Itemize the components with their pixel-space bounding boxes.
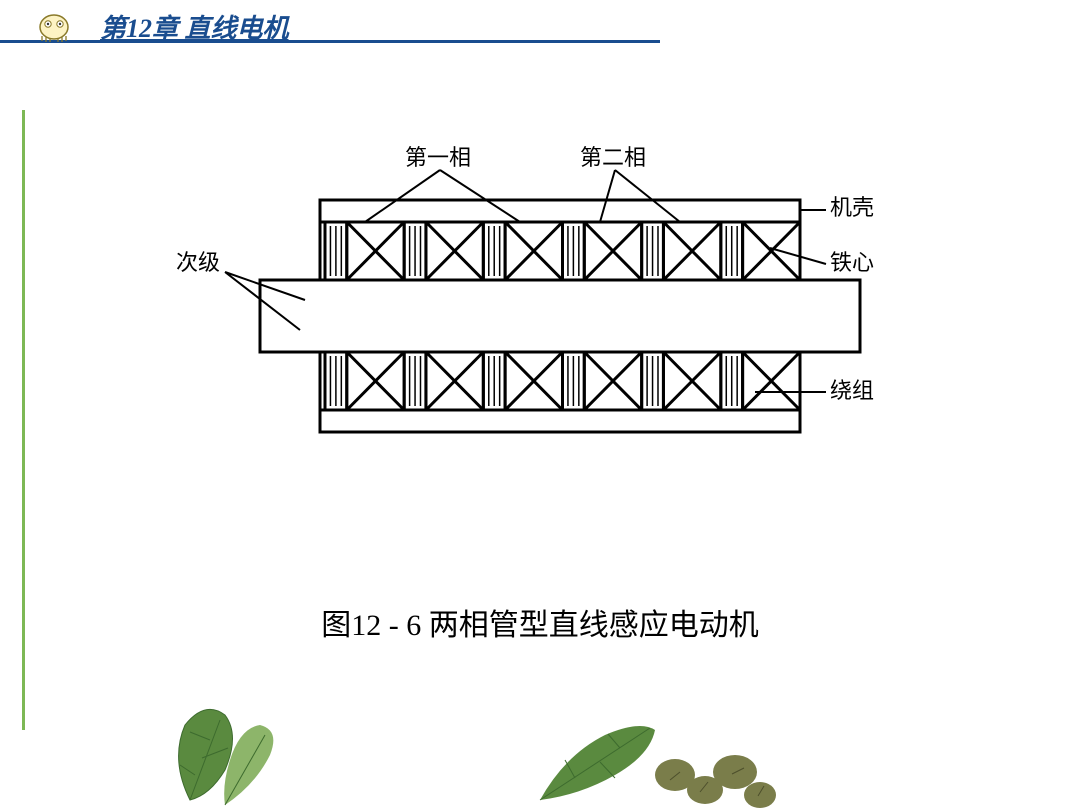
- leaf-decoration: [130, 690, 830, 810]
- header-rule-thin: [0, 42, 660, 43]
- chapter-title: 第12章 直线电机: [100, 8, 289, 45]
- label-secondary: 次级: [176, 250, 220, 275]
- slide-header: 第12章 直线电机: [0, 8, 1080, 46]
- figure-caption: 图12 - 6 两相管型直线感应电动机: [0, 600, 1080, 644]
- label-phase1: 第一相: [405, 145, 471, 170]
- label-winding: 绕组: [830, 378, 874, 403]
- label-core: 铁心: [830, 250, 874, 275]
- mascot-icon: [34, 10, 74, 42]
- label-casing: 机壳: [830, 195, 874, 220]
- motor-diagram: 第一相 第二相 机壳 铁心 次级 绕组: [150, 130, 890, 510]
- label-phase2: 第二相: [580, 145, 646, 170]
